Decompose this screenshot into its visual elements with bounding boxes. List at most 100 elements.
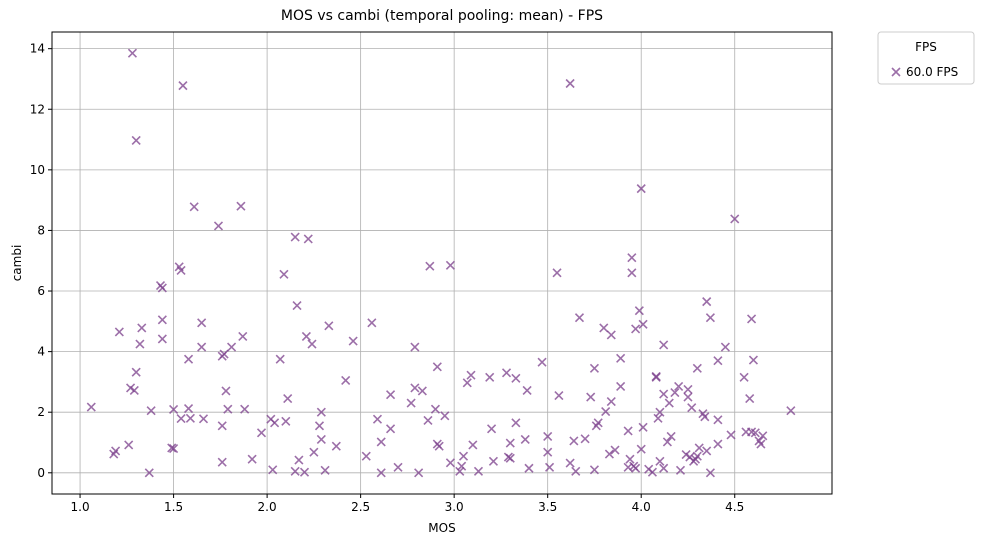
legend-marker-icon xyxy=(891,67,901,77)
data-point xyxy=(601,407,611,417)
data-point xyxy=(522,385,532,395)
chart-title: MOS vs cambi (temporal pooling: mean) - … xyxy=(281,8,603,24)
data-point xyxy=(341,375,351,385)
data-point xyxy=(659,463,669,473)
legend-title: FPS xyxy=(915,40,937,54)
y-tick-label: 10 xyxy=(30,163,45,177)
data-point xyxy=(537,357,547,367)
data-point xyxy=(520,434,530,445)
data-point xyxy=(745,394,755,404)
data-point xyxy=(410,342,420,352)
data-point xyxy=(217,421,227,431)
data-point xyxy=(505,453,515,463)
data-point xyxy=(213,221,224,231)
data-point xyxy=(687,403,697,413)
legend: FPS 60.0 FPS xyxy=(877,31,975,85)
x-tick-label: 4.5 xyxy=(725,500,744,514)
data-point xyxy=(604,449,614,459)
data-point xyxy=(219,349,229,359)
data-point xyxy=(662,437,672,447)
data-point xyxy=(127,48,137,58)
data-point xyxy=(457,461,467,471)
data-point xyxy=(197,342,207,352)
data-point xyxy=(713,356,723,366)
x-tick-label: 2.5 xyxy=(351,500,370,514)
data-point xyxy=(303,234,313,244)
data-point xyxy=(647,467,657,477)
data-point xyxy=(221,386,231,396)
y-axis: 0 2 4 6 8 10 12 14 xyxy=(30,42,52,480)
data-point xyxy=(705,313,715,323)
data-point xyxy=(473,466,484,476)
data-point xyxy=(651,372,661,382)
data-point xyxy=(606,330,616,340)
data-point xyxy=(758,431,768,441)
data-point xyxy=(185,413,195,423)
data-point xyxy=(552,268,562,278)
data-point xyxy=(748,355,759,365)
data-point xyxy=(683,384,693,395)
data-point xyxy=(634,306,644,316)
data-point xyxy=(674,381,684,392)
data-point xyxy=(786,406,796,416)
data-point xyxy=(240,404,250,414)
data-point xyxy=(638,422,648,432)
data-point xyxy=(756,439,766,449)
data-point xyxy=(543,447,553,457)
data-point xyxy=(692,451,702,461)
data-point xyxy=(730,214,740,224)
data-point xyxy=(653,413,663,423)
data-point xyxy=(664,398,674,408)
data-point xyxy=(589,363,600,373)
data-point xyxy=(458,451,469,461)
data-point xyxy=(197,318,207,328)
data-point xyxy=(487,424,497,434)
data-point xyxy=(623,426,633,436)
data-point xyxy=(702,446,712,456)
data-point xyxy=(247,454,257,464)
x-axis-label: MOS xyxy=(428,521,455,535)
data-point xyxy=(146,406,156,416)
data-point xyxy=(636,184,646,194)
data-point xyxy=(666,431,676,442)
data-point xyxy=(638,319,648,329)
legend-box xyxy=(877,31,975,85)
data-point xyxy=(137,323,147,333)
x-tick-label: 1.0 xyxy=(71,500,90,514)
data-point xyxy=(511,418,521,428)
data-point xyxy=(488,456,499,466)
data-point xyxy=(367,318,377,328)
data-point xyxy=(511,373,521,383)
data-point xyxy=(223,404,233,414)
data-point xyxy=(236,201,246,211)
data-point xyxy=(432,362,442,372)
data-point xyxy=(659,389,669,399)
data-point xyxy=(167,443,177,453)
data-point xyxy=(599,323,609,333)
data-point xyxy=(683,392,693,402)
data-point xyxy=(131,135,141,146)
data-point xyxy=(524,463,534,473)
data-point xyxy=(571,466,581,476)
data-point xyxy=(565,78,575,89)
data-point xyxy=(176,413,186,424)
data-point xyxy=(569,436,579,446)
data-point xyxy=(324,321,334,331)
data-point xyxy=(610,445,620,455)
data-point xyxy=(720,342,730,352)
data-point xyxy=(198,414,209,424)
legend-entry-label: 60.0 FPS xyxy=(906,65,958,79)
data-point xyxy=(294,455,304,465)
data-point xyxy=(376,437,386,447)
y-tick-label: 4 xyxy=(37,345,45,359)
data-point xyxy=(445,260,455,270)
data-point xyxy=(544,462,555,472)
data-point xyxy=(86,402,96,412)
data-point xyxy=(227,342,237,352)
data-point xyxy=(700,412,710,422)
legend-x-marker xyxy=(891,67,901,77)
y-axis-label: cambi xyxy=(10,245,24,282)
data-point xyxy=(114,327,124,337)
data-point xyxy=(434,441,444,451)
data-point xyxy=(466,370,476,380)
